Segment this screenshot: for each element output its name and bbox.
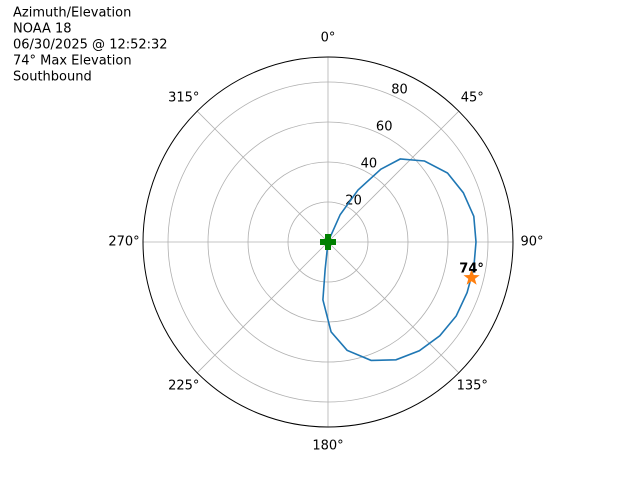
- theta-tick-label: 45°: [461, 90, 484, 105]
- title-line: 74° Max Elevation: [13, 54, 132, 69]
- theta-tick-label: 225°: [168, 379, 199, 394]
- grid-spoke: [196, 110, 329, 243]
- start-marker: [320, 234, 336, 250]
- r-tick-label: 20: [345, 194, 362, 209]
- title-line: Azimuth/Elevation: [13, 6, 131, 21]
- grid-spoke: [327, 241, 460, 374]
- theta-tick-label: 180°: [312, 439, 343, 454]
- theta-tick-label: 135°: [457, 379, 488, 394]
- theta-tick-label: 270°: [108, 235, 139, 250]
- grid-spoke: [196, 241, 329, 374]
- max-label: 74°: [459, 261, 484, 276]
- outer-frame: [142, 56, 514, 428]
- title-line: NOAA 18: [13, 22, 72, 37]
- r-tick-label: 60: [376, 120, 393, 135]
- r-tick-label: 80: [391, 83, 408, 98]
- grid-spoke: [327, 110, 460, 243]
- r-tick-label: 40: [361, 157, 378, 172]
- theta-tick-label: 0°: [321, 31, 336, 46]
- max-marker: [463, 269, 480, 285]
- title-line: Southbound: [13, 70, 92, 85]
- title-line: 06/30/2025 @ 12:52:32: [13, 38, 168, 53]
- theta-tick-label: 315°: [168, 90, 199, 105]
- theta-tick-label: 90°: [520, 235, 543, 250]
